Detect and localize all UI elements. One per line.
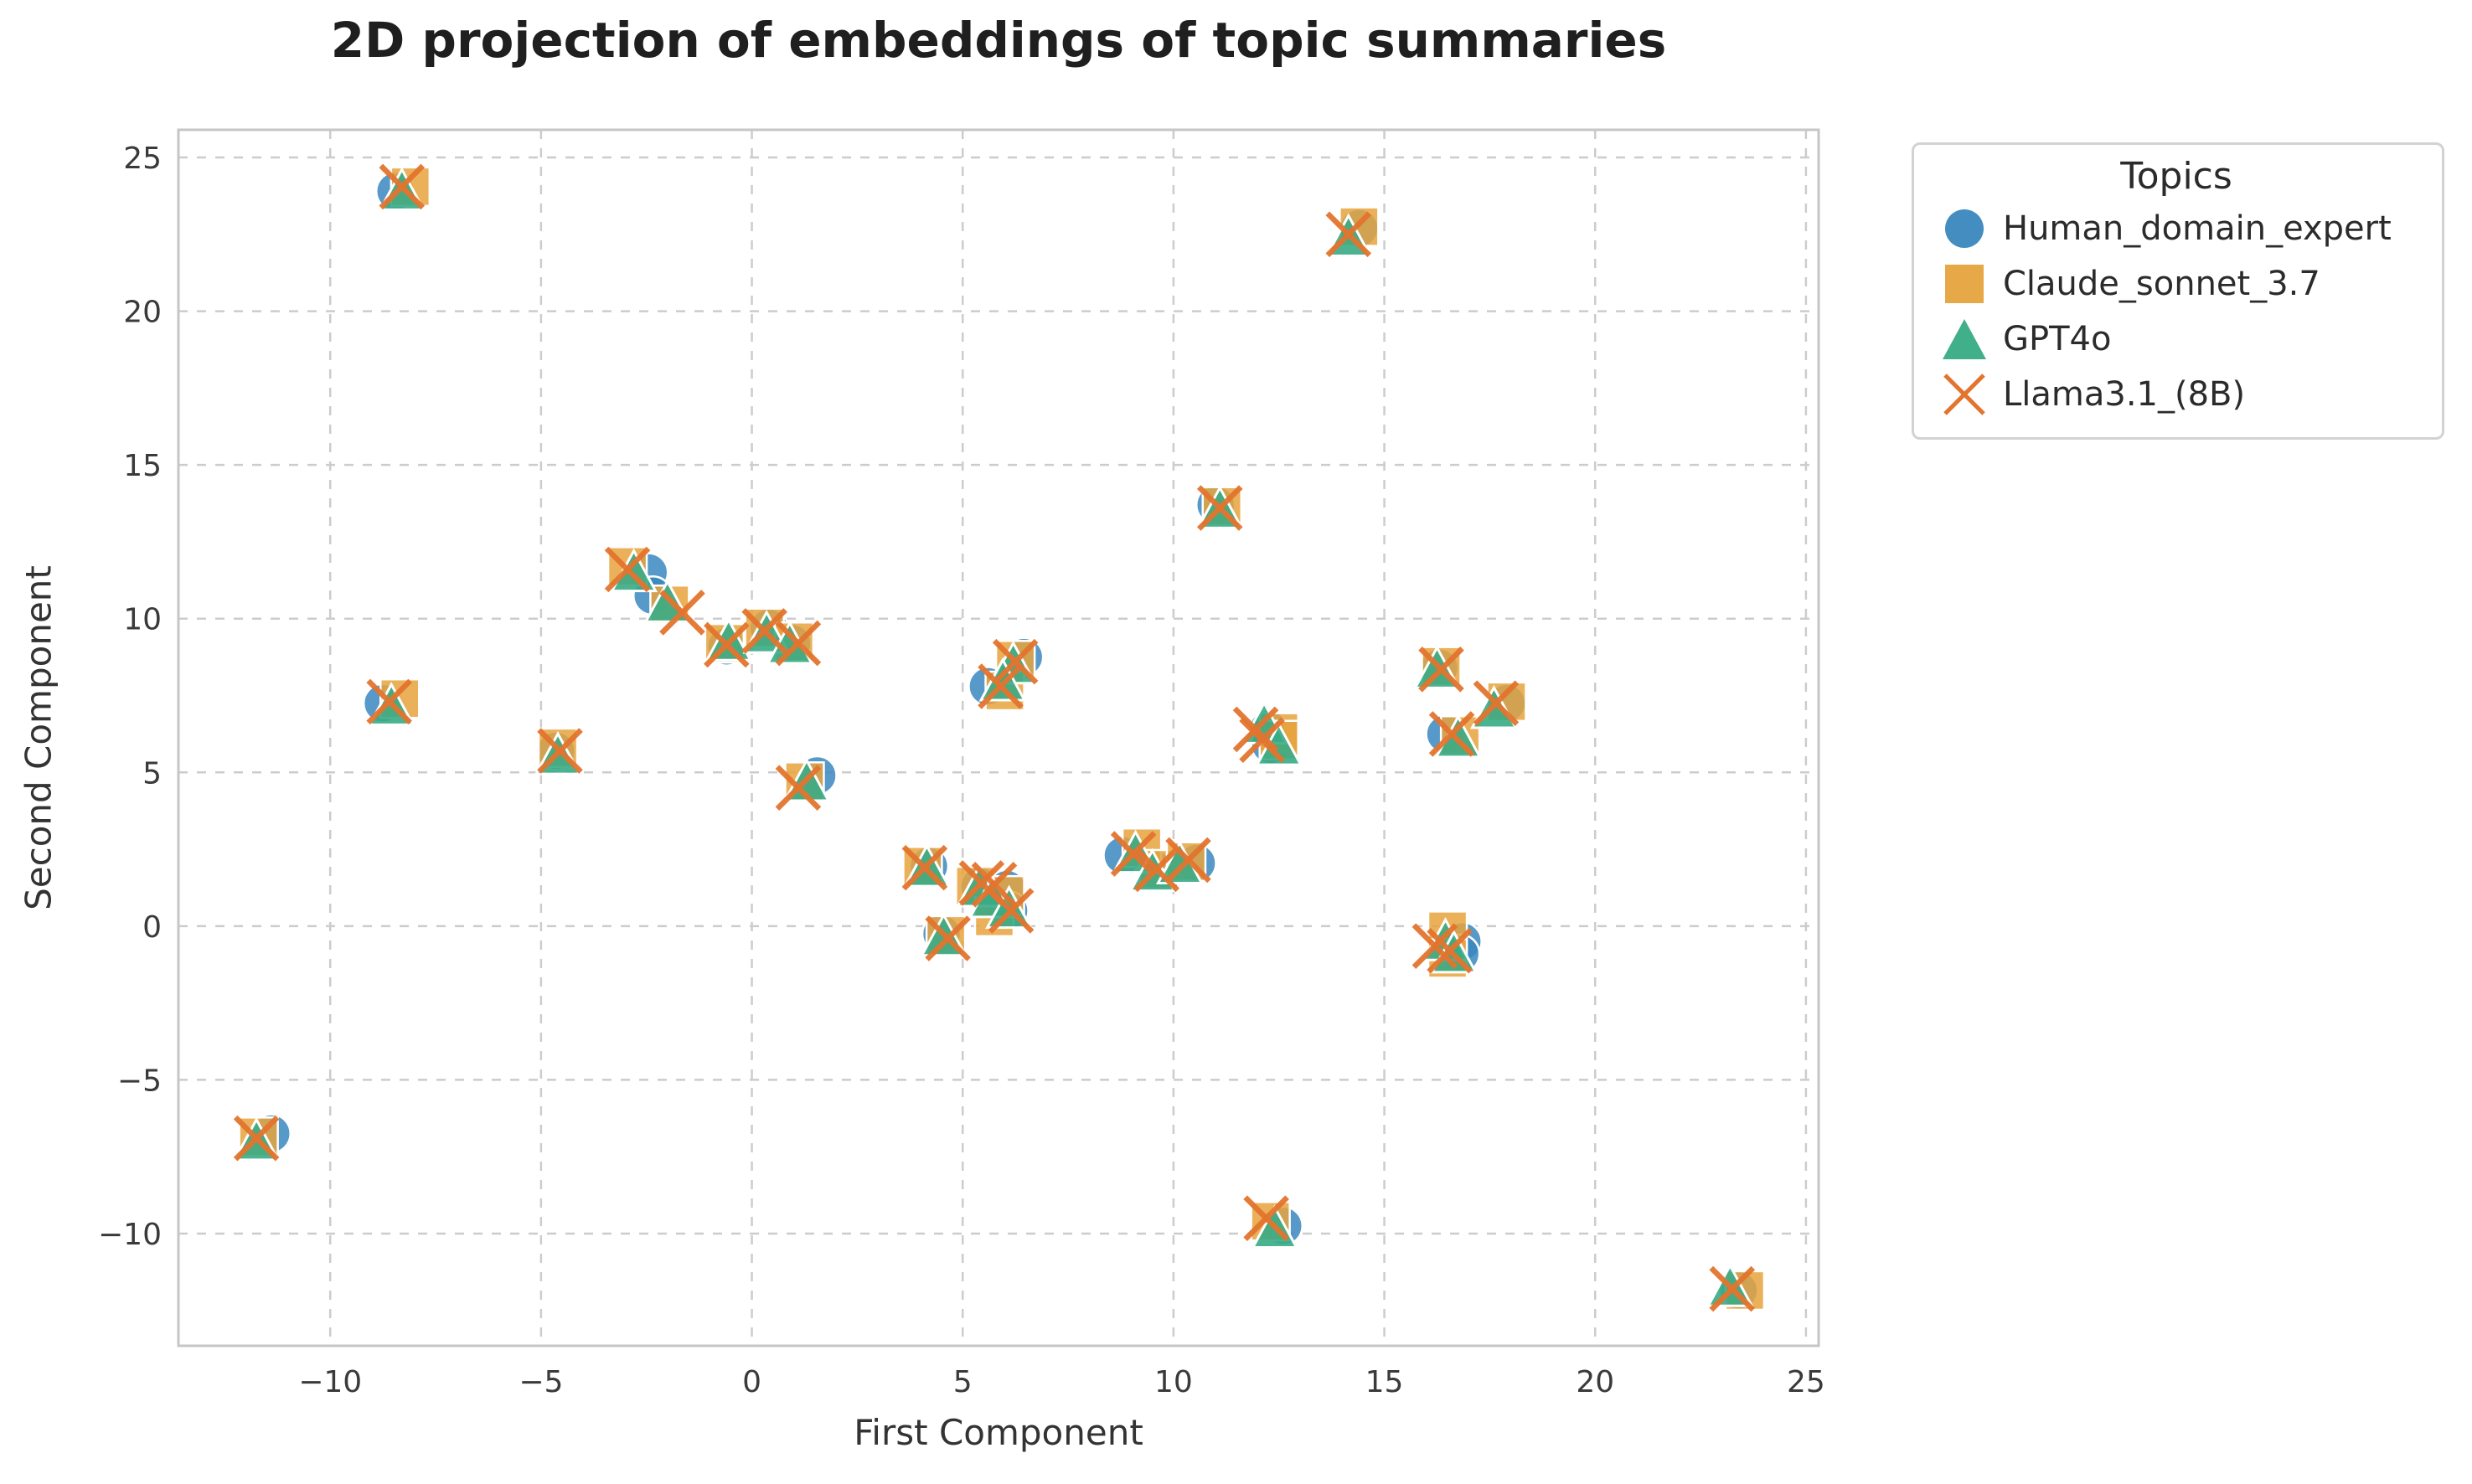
scatter-point-x [1110, 831, 1157, 877]
scatter-point-x [971, 862, 1018, 908]
scatter-point-x [1239, 717, 1285, 764]
y-tick-label: −10 [98, 1218, 162, 1252]
legend-title: Topics [2120, 155, 2232, 198]
scatter-point-x [978, 663, 1024, 709]
legend-item-llama3-1-8b: Llama3.1_(8B) [1926, 367, 2427, 422]
scatter-point-x [1133, 846, 1180, 893]
scatter-point-x [925, 915, 971, 961]
scatter-point-x [1196, 485, 1243, 531]
legend-item-human-domain-expert: Human_domain_expert [1926, 201, 2427, 256]
x-tick-label: 10 [1154, 1365, 1193, 1399]
legend-label: GPT4o [2003, 320, 2112, 358]
chart-title: 2D projection of embeddings of topic sum… [330, 12, 1667, 69]
y-tick-label: 25 [123, 142, 162, 176]
scatter-point-x [1428, 711, 1475, 757]
scatter-point-x [1473, 680, 1520, 726]
scatter-point-x [741, 608, 787, 654]
y-tick-label: 0 [142, 910, 162, 945]
x-tick-label: −5 [519, 1365, 563, 1399]
legend-item-claude-sonnet-3-7: Claude_sonnet_3.7 [1926, 256, 2427, 312]
legend-label: Human_domain_expert [2003, 209, 2392, 248]
scatter-point-x [1709, 1265, 1756, 1312]
scatter-point-x [704, 621, 750, 668]
x-tick-label: 25 [1787, 1365, 1825, 1399]
x-axis-label: First Component [854, 1412, 1143, 1453]
y-tick-label: −5 [117, 1064, 162, 1098]
y-axis-label: Second Component [18, 565, 59, 910]
scatter-point-x [901, 844, 948, 891]
scatter-point-x [775, 765, 822, 811]
scatter-point-x [1232, 706, 1279, 753]
scatter-point-x [379, 163, 426, 210]
legend: Topics Human_domain_expert Claude_sonnet… [1912, 142, 2444, 440]
scatter-point-x [366, 678, 412, 725]
triangle-marker-icon [1926, 316, 2003, 363]
legend-label: Claude_sonnet_3.7 [2003, 265, 2320, 303]
x-tick-label: 5 [953, 1365, 973, 1399]
x-tick-label: 15 [1365, 1365, 1404, 1399]
y-tick-label: 20 [123, 296, 162, 330]
circle-marker-icon [1926, 205, 2003, 252]
scatter-point-x [775, 620, 822, 667]
scatter-point-x [1243, 1195, 1289, 1241]
x-marker-icon [1926, 371, 2003, 418]
scatter-point-x [988, 888, 1035, 934]
scatter-point-x [1165, 837, 1211, 884]
y-tick-label: 10 [123, 603, 162, 637]
scatter-point-x [1325, 211, 1372, 258]
scatter-point-x [659, 590, 705, 636]
x-tick-label: 20 [1576, 1365, 1614, 1399]
scatter-point-x [604, 546, 651, 593]
x-tick-label: 0 [742, 1365, 761, 1399]
scatter-point-x [1427, 927, 1473, 974]
scatter-point-x [537, 728, 583, 774]
plot-frame [177, 128, 1820, 1347]
x-tick-label: −10 [298, 1365, 362, 1399]
scatter-point-x [1411, 923, 1458, 970]
scatter-point-x [958, 860, 1005, 906]
legend-label: Llama3.1_(8B) [2003, 375, 2246, 414]
square-marker-icon [1926, 260, 2003, 307]
scatter-point-x [1418, 647, 1464, 693]
y-tick-label: 15 [123, 449, 162, 483]
y-tick-label: 5 [142, 756, 162, 791]
scatter-point-x [992, 638, 1039, 685]
scatter-point-x [233, 1115, 280, 1162]
legend-item-gpt4o: GPT4o [1926, 312, 2427, 367]
